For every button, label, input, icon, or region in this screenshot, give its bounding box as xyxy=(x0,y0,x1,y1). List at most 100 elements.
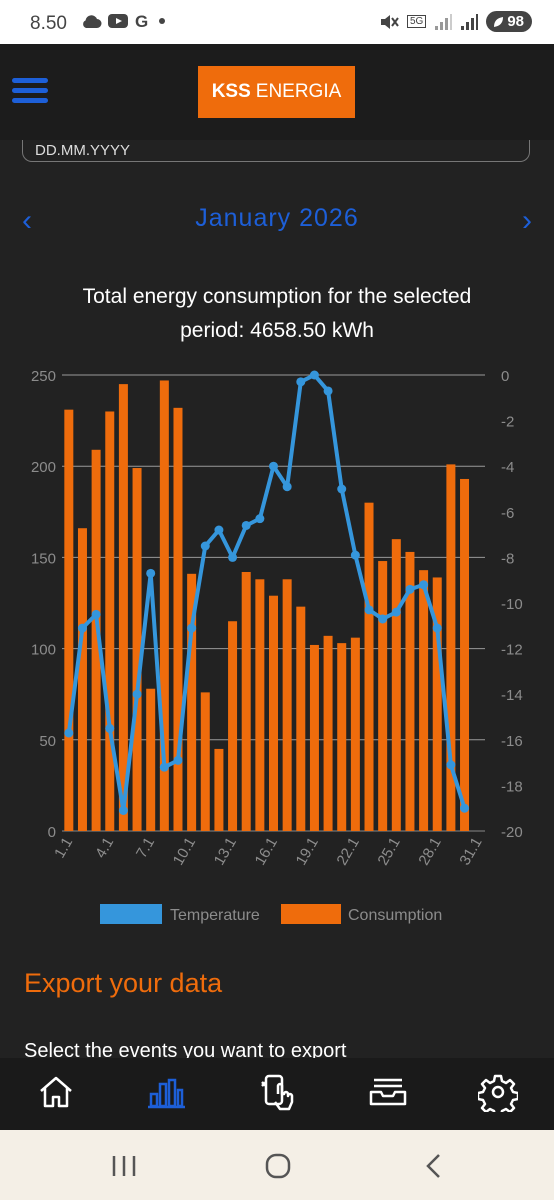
temperature-point xyxy=(391,607,401,617)
consumption-bar xyxy=(391,539,401,831)
dot-icon xyxy=(159,18,165,24)
x-tick-label: 10.1 xyxy=(170,835,199,869)
y2-tick-label: -18 xyxy=(501,778,523,795)
temperature-point xyxy=(159,762,169,772)
temperature-point xyxy=(105,723,115,733)
temperature-point xyxy=(132,689,142,699)
google-icon: G xyxy=(135,12,148,30)
consumption-bar xyxy=(364,502,374,831)
svg-text:G: G xyxy=(135,12,148,30)
nav-consumption[interactable] xyxy=(146,1072,186,1112)
x-tick-label: 16.1 xyxy=(252,835,281,869)
network-type-label: 5G xyxy=(406,15,427,28)
next-month-button[interactable]: › xyxy=(522,204,532,237)
total-consumption-line2: period: 4658.50 kWh xyxy=(180,319,374,342)
signal-icon xyxy=(435,13,453,30)
signal-r-icon xyxy=(461,13,479,30)
temperature-point xyxy=(378,614,388,624)
temperature-point xyxy=(323,386,333,396)
previous-month-button[interactable]: ‹ xyxy=(22,204,32,237)
temperature-point xyxy=(228,552,238,562)
temperature-point xyxy=(91,609,101,619)
consumption-bar xyxy=(460,478,470,831)
temperature-point xyxy=(77,623,87,633)
consumption-bar xyxy=(228,621,238,831)
temperature-point xyxy=(432,623,442,633)
recent-apps-icon[interactable] xyxy=(110,1154,138,1178)
y-tick-label: 250 xyxy=(31,368,56,385)
nav-control[interactable] xyxy=(258,1072,298,1112)
y2-tick-label: -10 xyxy=(501,596,523,613)
date-input-value: DD.MM.YYYY xyxy=(35,142,131,159)
consumption-bar xyxy=(159,380,169,831)
mute-icon xyxy=(380,14,399,29)
month-navigator: ‹ January 2026 › xyxy=(0,200,554,240)
consumption-bar xyxy=(282,579,292,831)
status-time: 8.50 xyxy=(30,13,67,34)
temperature-point xyxy=(241,520,251,530)
temperature-point xyxy=(405,584,415,594)
legend-consumption-label: Consumption xyxy=(348,907,442,924)
cloud-icon xyxy=(83,15,102,28)
gear-icon xyxy=(476,1074,520,1118)
nav-home[interactable] xyxy=(36,1072,76,1112)
consumption-bar xyxy=(214,748,224,831)
temperature-point xyxy=(350,550,360,560)
legend-temperature-label: Temperature xyxy=(170,907,260,924)
logo-text: ENERGIA xyxy=(255,81,342,102)
youtube-icon xyxy=(108,14,128,28)
leaf-icon xyxy=(494,16,504,27)
date-input[interactable]: DD.MM.YYYY xyxy=(22,140,530,162)
x-tick-label: 31.1 xyxy=(456,835,485,869)
consumption-bar xyxy=(91,449,101,831)
temperature-point xyxy=(309,370,319,380)
nav-settings[interactable] xyxy=(476,1072,520,1118)
back-icon[interactable] xyxy=(422,1152,446,1180)
status-notification-icons: G xyxy=(80,12,166,30)
legend-consumption-swatch xyxy=(281,904,341,924)
y2-tick-label: -8 xyxy=(501,550,514,567)
consumption-bar xyxy=(187,573,197,831)
consumption-bar xyxy=(405,551,415,831)
consumption-bar xyxy=(446,464,456,831)
bar-chart-icon xyxy=(148,1078,185,1109)
consumption-bar xyxy=(173,407,183,831)
temperature-point xyxy=(269,461,278,471)
x-tick-label: 7.1 xyxy=(133,835,158,862)
y2-tick-label: -12 xyxy=(501,642,523,659)
consumption-bar xyxy=(309,644,319,831)
y-tick-label: 100 xyxy=(31,642,56,659)
legend-temperature-swatch xyxy=(100,904,162,924)
x-tick-label: 28.1 xyxy=(415,835,444,869)
consumption-bar xyxy=(337,643,347,831)
x-tick-label: 25.1 xyxy=(374,835,403,869)
inbox-icon xyxy=(369,1078,407,1106)
touch-control-icon xyxy=(261,1074,294,1111)
temperature-point xyxy=(446,760,456,770)
y2-tick-label: 0 xyxy=(501,368,509,385)
temperature-point xyxy=(337,484,347,494)
nav-inbox[interactable] xyxy=(368,1072,408,1112)
consumption-bar xyxy=(132,468,142,831)
consumption-bar xyxy=(146,688,156,831)
y-tick-label: 200 xyxy=(31,459,56,476)
temperature-point xyxy=(255,514,265,524)
consumption-bar xyxy=(200,692,210,831)
x-tick-label: 22.1 xyxy=(334,835,363,869)
home-circle-icon[interactable] xyxy=(264,1152,292,1180)
consumption-bar xyxy=(323,635,333,831)
temperature-point xyxy=(419,580,429,590)
y-tick-label: 50 xyxy=(39,733,56,750)
app-logo: KSS ENERGIA xyxy=(198,66,355,118)
y-tick-label: 0 xyxy=(48,824,56,841)
temperature-point xyxy=(118,805,128,815)
temperature-point xyxy=(364,605,374,615)
temperature-point xyxy=(200,541,210,551)
month-title: January 2026 xyxy=(195,204,359,232)
menu-icon[interactable] xyxy=(12,78,48,104)
system-navigation-bar xyxy=(0,1130,554,1200)
consumption-bar xyxy=(118,384,128,831)
y2-tick-label: -2 xyxy=(501,414,514,431)
app-header: KSS ENERGIA xyxy=(0,44,554,140)
consumption-bar xyxy=(105,411,115,831)
